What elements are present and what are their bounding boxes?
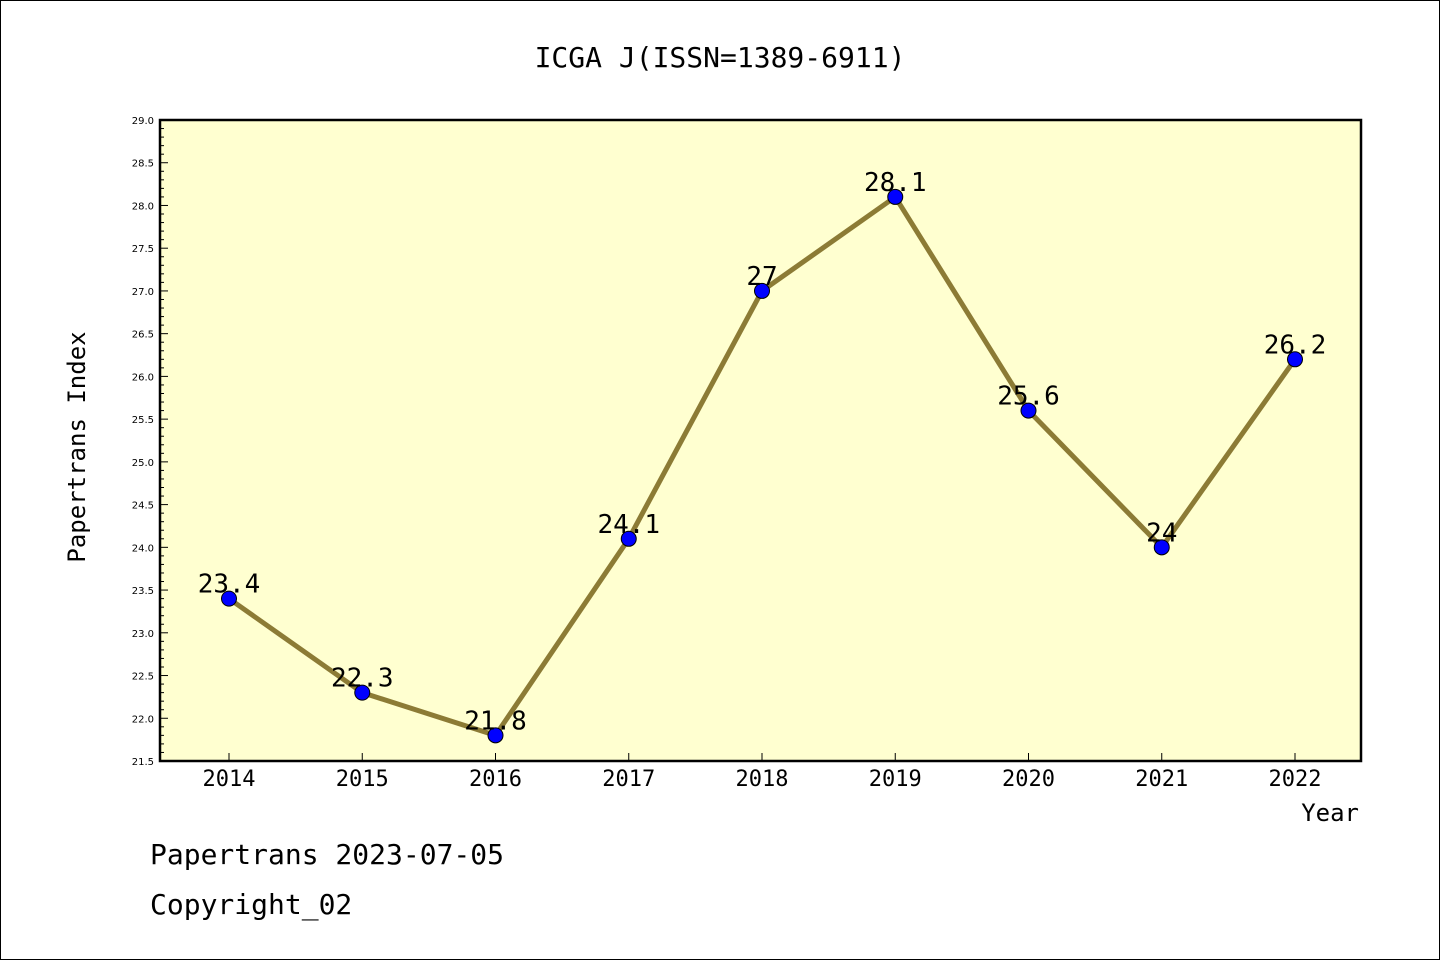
y-tick-label: 26.5 [132,330,154,341]
x-tick-label: 2022 [1269,767,1322,792]
x-axis-label: Year [1301,799,1359,827]
data-label: 24 [1146,518,1177,548]
x-tick-label: 2016 [469,767,522,792]
x-tick-label: 2019 [869,767,922,792]
x-tick-label: 2014 [203,767,256,792]
data-label: 22.3 [331,664,394,694]
y-tick-label: 28.0 [132,201,154,212]
y-tick-label: 21.5 [132,757,154,768]
data-label: 25.6 [997,382,1060,412]
data-label: 24.1 [597,510,660,540]
footer-copyright: Copyright_02 [150,888,352,922]
y-tick-label: 23.5 [132,586,154,597]
data-point [1287,351,1303,368]
y-tick-label: 29.0 [132,116,154,127]
x-axis: 2014 2015 2016 2017 2018 2019 2020 2021 2022 [203,753,1322,792]
y-axis-label: Papertrans Index [63,331,91,562]
data-point [221,590,237,607]
y-tick-label: 27.5 [132,244,154,255]
data-label: 27 [746,262,777,292]
data-label: 28.1 [864,168,927,198]
y-tick-label: 28.5 [132,159,154,170]
data-point [887,188,904,205]
y-tick-label: 26.0 [132,372,154,383]
data-point [354,684,371,701]
chart-title: ICGA J(ISSN=1389-6911) [535,41,906,74]
data-point [754,282,770,299]
y-tick-label: 24.0 [132,543,154,554]
y-tick-label: 22.5 [132,672,154,683]
data-point [1153,539,1170,556]
x-tick-label: 2020 [1002,767,1055,792]
plot-area [158,118,1363,763]
y-tick-label: 25.5 [132,415,154,426]
y-tick-label: 23.0 [132,629,154,640]
y-axis: 21.5 22.0 22.5 23.0 23.5 24.0 24.5 25.0 25.5 26.0… [132,116,168,768]
y-tick-label: 24.5 [132,501,154,512]
x-tick-label: 2017 [602,767,655,792]
footer-date: Papertrans 2023-07-05 [150,838,504,871]
data-point [1020,402,1037,419]
data-labels: 23.4 22.3 21.8 24.1 27 28.1 25.6 24 26.2 [198,168,1327,736]
series [221,188,1303,744]
x-tick-label: 2015 [336,767,389,792]
data-point [487,727,504,744]
y-tick-label: 27.0 [132,287,154,298]
y-tick-label: 22.0 [132,714,154,725]
data-label: 21.8 [464,706,527,736]
data-point [620,530,637,547]
x-tick-label: 2018 [736,767,789,792]
data-label: 23.4 [198,570,261,600]
x-tick-label: 2021 [1135,767,1188,792]
data-label: 26.2 [1264,330,1327,360]
y-tick-label: 25.0 [132,458,154,469]
